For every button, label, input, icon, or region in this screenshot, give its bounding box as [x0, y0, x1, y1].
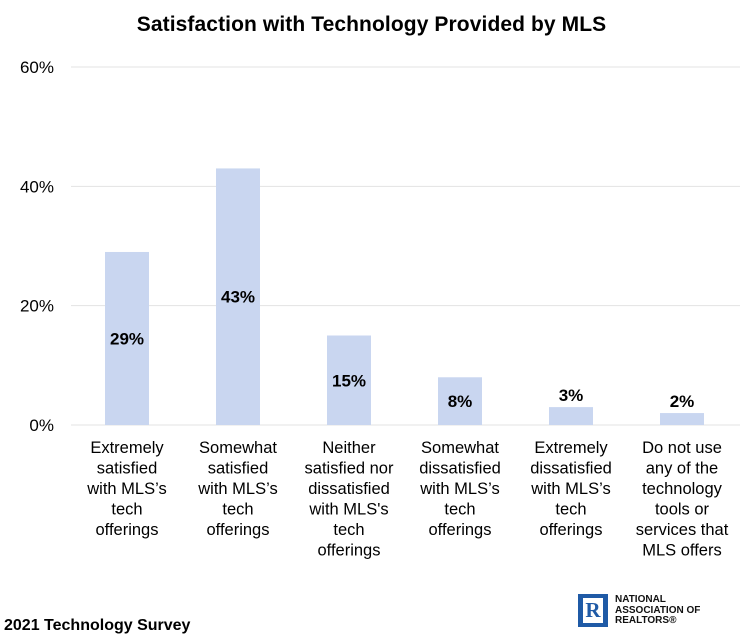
logo-line-2: ASSOCIATION OF: [615, 604, 701, 616]
data-label: 8%: [448, 392, 473, 411]
x-category-label: Do not use any of the technology tools or se…: [636, 439, 729, 560]
bar: [327, 335, 371, 425]
bar: [438, 377, 482, 425]
x-category-label: Neither satisfied nor dissatisfied with MLS…: [305, 439, 394, 560]
x-category-label: Somewhat satisfied with MLS’s tech offerings: [197, 439, 277, 539]
data-label: 29%: [110, 329, 144, 348]
y-tick-label: 40%: [20, 177, 54, 196]
x-category-label: Extremely dissatisfied with MLS’s tech offer…: [530, 439, 612, 539]
x-category-label: Extremely satisfied with MLS’s tech offering…: [86, 439, 166, 539]
bar: [105, 251, 149, 425]
nar-logo: R NATIONAL ASSOCIATION OF REALTORS®: [578, 594, 718, 630]
logo-text: NATIONAL ASSOCIATION OF REALTORS®: [615, 594, 701, 627]
bar: [549, 407, 593, 425]
bar: [216, 168, 260, 425]
data-label: 43%: [221, 288, 255, 307]
data-label: 2%: [670, 392, 695, 411]
data-label: 3%: [559, 386, 584, 405]
realtor-r-logo-icon: R: [578, 594, 608, 627]
logo-line-3: REALTORS®: [615, 615, 677, 626]
bar: [660, 413, 704, 425]
survey-footer-label: 2021 Technology Survey: [4, 617, 191, 634]
data-label: 15%: [332, 371, 366, 390]
chart-title: Satisfaction with Technology Provided by…: [136, 13, 607, 36]
y-tick-label: 60%: [20, 58, 54, 77]
x-category-label: Somewhat dissatisfied with MLS’s tech offeri…: [419, 439, 501, 539]
y-tick-label: 0%: [29, 416, 54, 435]
logo-line-1: NATIONAL: [615, 594, 666, 605]
y-tick-label: 20%: [20, 297, 54, 316]
